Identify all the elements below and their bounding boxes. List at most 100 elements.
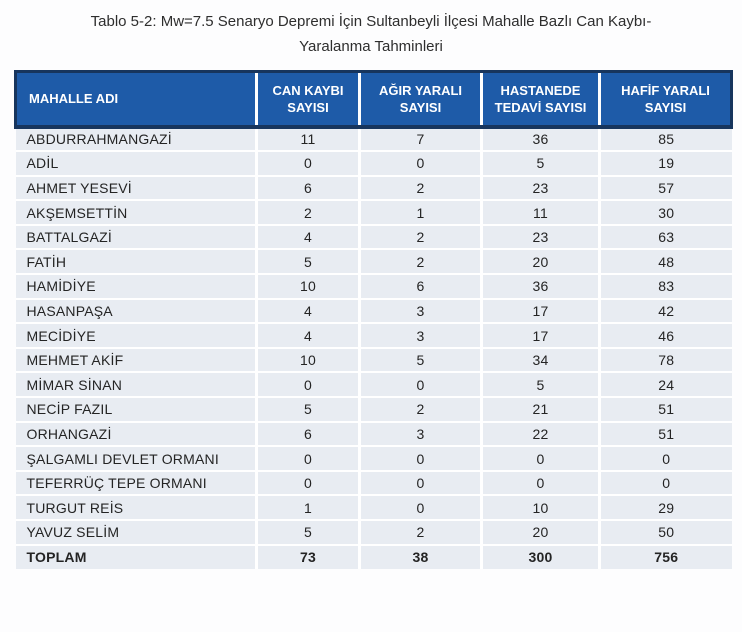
neighborhood-name: ORHANGAZİ <box>15 420 257 447</box>
value-cell: 6 <box>255 174 360 201</box>
value-cell: 0 <box>255 445 360 471</box>
value-cell: 83 <box>598 273 732 299</box>
value-cell: 34 <box>480 346 600 373</box>
value-cell: 4 <box>255 322 360 348</box>
value-cell: 24 <box>598 371 732 398</box>
value-cell: 10 <box>255 346 360 373</box>
value-cell: 36 <box>480 125 600 152</box>
value-cell: 23 <box>480 223 600 250</box>
value-cell: 78 <box>598 346 732 373</box>
value-cell: 0 <box>358 469 482 496</box>
table-title-line-2: Yaralanma Tahminleri <box>299 38 443 55</box>
value-cell: 5 <box>255 396 360 422</box>
table-row: AHMET YESEVİ 6 2 23 57 <box>15 174 732 201</box>
value-cell: 22 <box>480 420 600 447</box>
table-header-row: MAHALLE ADI CAN KAYBI SAYISI AĞIR YARALI… <box>14 70 733 129</box>
value-cell: 0 <box>598 445 732 471</box>
value-cell: 10 <box>480 494 600 520</box>
total-can-kaybi: 73 <box>255 543 360 570</box>
column-header-agir-yarali-sayisi: AĞIR YARALI SAYISI <box>358 70 482 129</box>
neighborhood-name: TURGUT REİS <box>15 494 257 520</box>
neighborhood-name: MECİDİYE <box>15 322 257 348</box>
table-row: MECİDİYE 4 3 17 46 <box>15 322 732 348</box>
value-cell: 42 <box>598 297 732 324</box>
value-cell: 29 <box>598 494 732 520</box>
value-cell: 4 <box>255 223 360 250</box>
table-row: YAVUZ SELİM 5 2 20 50 <box>15 519 732 545</box>
value-cell: 0 <box>255 469 360 496</box>
value-cell: 0 <box>358 445 482 471</box>
value-cell: 0 <box>480 469 600 496</box>
value-cell: 5 <box>480 150 600 176</box>
value-cell: 5 <box>255 248 360 275</box>
neighborhood-name: BATTALGAZİ <box>15 223 257 250</box>
neighborhood-name: MEHMET AKİF <box>15 346 257 373</box>
value-cell: 63 <box>598 223 732 250</box>
value-cell: 51 <box>598 396 732 422</box>
table-row: TURGUT REİS 1 0 10 29 <box>15 494 732 520</box>
value-cell: 2 <box>358 174 482 201</box>
value-cell: 3 <box>358 420 482 447</box>
value-cell: 5 <box>358 346 482 373</box>
value-cell: 5 <box>480 371 600 398</box>
value-cell: 3 <box>358 297 482 324</box>
value-cell: 5 <box>255 519 360 545</box>
neighborhood-name: FATİH <box>15 248 257 275</box>
value-cell: 51 <box>598 420 732 447</box>
value-cell: 2 <box>358 396 482 422</box>
value-cell: 6 <box>358 273 482 299</box>
total-hafif-yarali: 756 <box>598 543 732 570</box>
value-cell: 17 <box>480 322 600 348</box>
value-cell: 2 <box>358 519 482 545</box>
value-cell: 2 <box>255 199 360 225</box>
value-cell: 50 <box>598 519 732 545</box>
table-row: MEHMET AKİF 10 5 34 78 <box>15 346 732 373</box>
total-hastanede-tedavi: 300 <box>480 543 600 570</box>
value-cell: 3 <box>358 322 482 348</box>
value-cell: 0 <box>255 371 360 398</box>
value-cell: 2 <box>358 248 482 275</box>
value-cell: 10 <box>255 273 360 299</box>
value-cell: 0 <box>255 150 360 176</box>
value-cell: 11 <box>255 125 360 152</box>
neighborhood-name: YAVUZ SELİM <box>15 519 257 545</box>
neighborhood-name: AHMET YESEVİ <box>15 174 257 201</box>
value-cell: 20 <box>480 519 600 545</box>
neighborhood-name: AKŞEMSETTİN <box>15 199 257 225</box>
table-row: ORHANGAZİ 6 3 22 51 <box>15 420 732 447</box>
column-header-can-kaybi-sayisi: CAN KAYBI SAYISI <box>255 70 360 129</box>
value-cell: 4 <box>255 297 360 324</box>
value-cell: 1 <box>358 199 482 225</box>
neighborhood-name: TEFERRÜÇ TEPE ORMANI <box>15 469 257 496</box>
value-cell: 48 <box>598 248 732 275</box>
value-cell: 20 <box>480 248 600 275</box>
value-cell: 46 <box>598 322 732 348</box>
table-row: MİMAR SİNAN 0 0 5 24 <box>15 371 732 398</box>
value-cell: 23 <box>480 174 600 201</box>
value-cell: 30 <box>598 199 732 225</box>
value-cell: 0 <box>358 150 482 176</box>
total-label: TOPLAM <box>15 543 257 570</box>
value-cell: 36 <box>480 273 600 299</box>
value-cell: 57 <box>598 174 732 201</box>
value-cell: 0 <box>480 445 600 471</box>
value-cell: 21 <box>480 396 600 422</box>
table-title-line-1: Tablo 5-2: Mw=7.5 Senaryo Depremi İçin S… <box>90 13 652 30</box>
casualty-table: MAHALLE ADI CAN KAYBI SAYISI AĞIR YARALI… <box>14 70 733 570</box>
table-row: ŞALGAMLI DEVLET ORMANI 0 0 0 0 <box>15 445 732 471</box>
value-cell: 0 <box>598 469 732 496</box>
table-row: BATTALGAZİ 4 2 23 63 <box>15 223 732 250</box>
value-cell: 0 <box>358 494 482 520</box>
table-title: Tablo 5-2: Mw=7.5 Senaryo Depremi İçin S… <box>0 0 742 59</box>
column-header-hafif-yarali-sayisi: HAFİF YARALI SAYISI <box>598 70 733 129</box>
total-row: TOPLAM 73 38 300 756 <box>15 543 732 570</box>
table-row: HAMİDİYE 10 6 36 83 <box>15 273 732 299</box>
table-row: NECİP FAZIL 5 2 21 51 <box>15 396 732 422</box>
table-row: TEFERRÜÇ TEPE ORMANI 0 0 0 0 <box>15 469 732 496</box>
value-cell: 7 <box>358 125 482 152</box>
table-row: ADİL 0 0 5 19 <box>15 150 732 176</box>
table-row: AKŞEMSETTİN 2 1 11 30 <box>15 199 732 225</box>
value-cell: 1 <box>255 494 360 520</box>
value-cell: 17 <box>480 297 600 324</box>
